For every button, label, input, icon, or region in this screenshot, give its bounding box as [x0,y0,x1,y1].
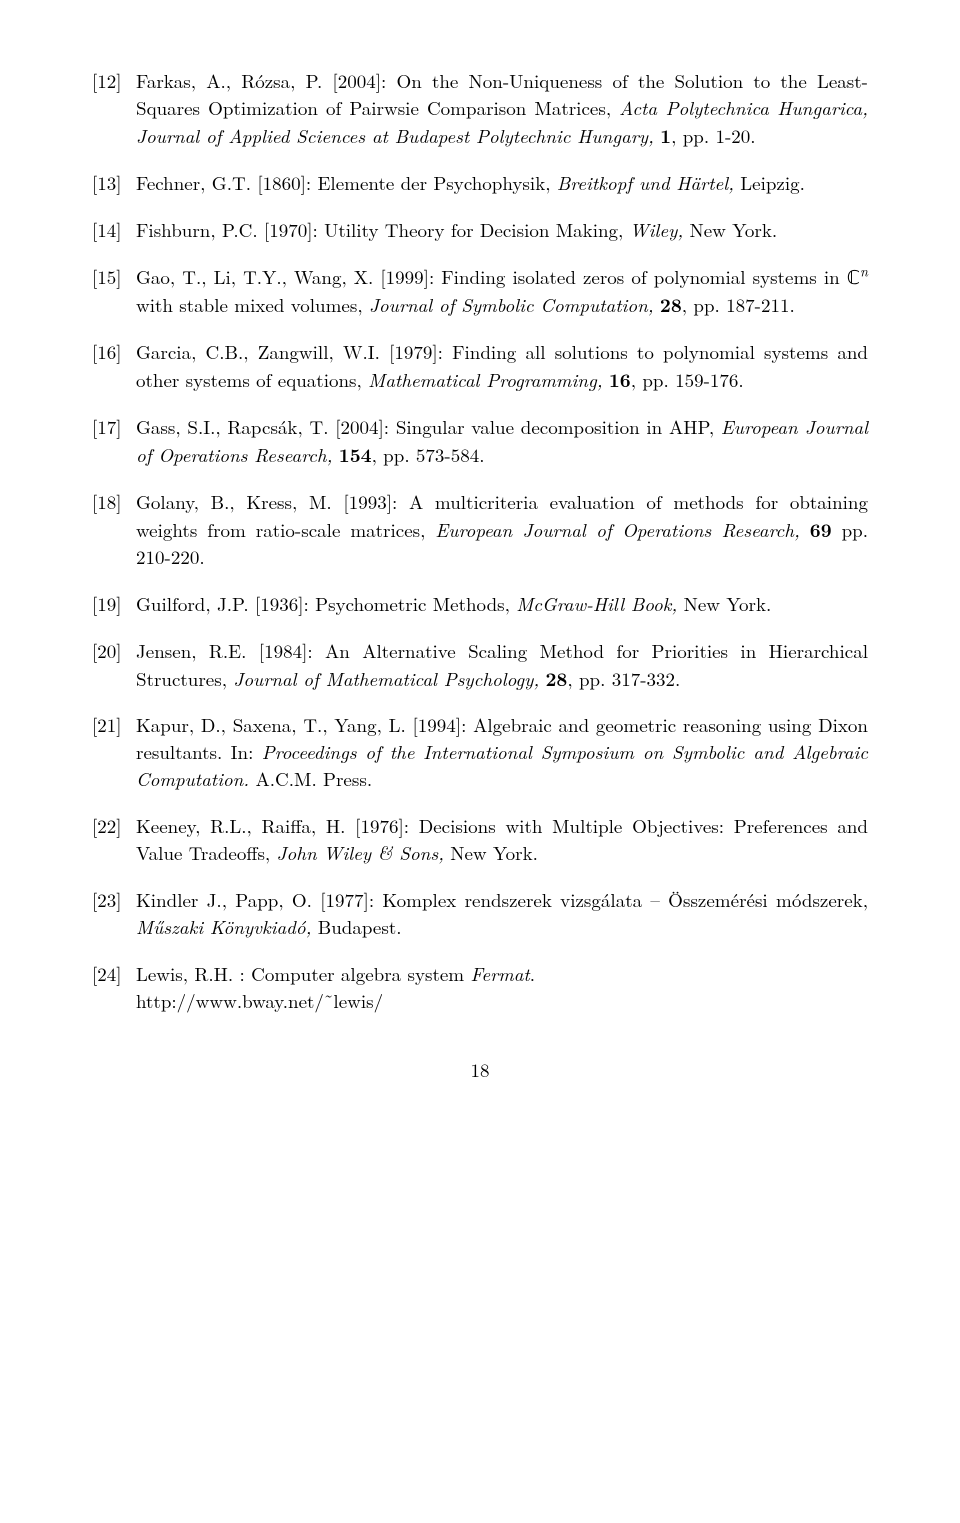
reference-text: Fechner, G.T. [1860]: Elemente der Psych… [136,170,868,197]
reference-item: [20]Jensen, R.E. [1984]: An Alternative … [92,638,868,693]
reference-item: [23]Kindler J., Papp, O. [1977]: Komplex… [92,887,868,941]
reference-number: [18] [92,489,136,571]
reference-item: [13]Fechner, G.T. [1860]: Elemente der P… [92,170,868,197]
reference-item: [19]Guilford, J.P. [1936]: Psychometric … [92,591,868,618]
reference-number: [22] [92,813,136,867]
reference-text: Kapur, D., Saxena, T., Yang, L. [1994]: … [136,712,868,793]
reference-item: [22]Keeney, R.L., Raiffa, H. [1976]: Dec… [92,813,868,867]
reference-text: Gao, T., Li, T.Y., Wang, X. [1999]: Find… [136,264,868,319]
reference-number: [13] [92,170,136,197]
reference-text: Gass, S.I., Rapcsák, T. [2004]: Singular… [136,414,868,469]
reference-item: [21]Kapur, D., Saxena, T., Yang, L. [199… [92,712,868,793]
reference-item: [24]Lewis, R.H. : Computer algebra syste… [92,961,868,1015]
reference-list: [12]Farkas, A., Rózsa, P. [2004]: On the… [92,68,868,1015]
reference-number: [16] [92,339,136,394]
reference-text: Jensen, R.E. [1984]: An Alternative Scal… [136,638,868,693]
reference-item: [14]Fishburn, P.C. [1970]: Utility Theor… [92,217,868,244]
reference-item: [12]Farkas, A., Rózsa, P. [2004]: On the… [92,68,868,150]
reference-text: Kindler J., Papp, O. [1977]: Komplex ren… [136,887,868,941]
reference-item: [17]Gass, S.I., Rapcsák, T. [2004]: Sing… [92,414,868,469]
reference-text: Fishburn, P.C. [1970]: Utility Theory fo… [136,217,868,244]
reference-number: [21] [92,712,136,793]
reference-item: [15]Gao, T., Li, T.Y., Wang, X. [1999]: … [92,264,868,319]
reference-number: [24] [92,961,136,1015]
reference-number: [14] [92,217,136,244]
reference-number: [23] [92,887,136,941]
reference-number: [19] [92,591,136,618]
reference-number: [20] [92,638,136,693]
reference-text: Golany, B., Kress, M. [1993]: A multicri… [136,489,868,571]
page-number: 18 [92,1057,868,1084]
reference-number: [17] [92,414,136,469]
reference-text: Guilford, J.P. [1936]: Psychometric Meth… [136,591,868,618]
reference-item: [16]Garcia, C.B., Zangwill, W.I. [1979]:… [92,339,868,394]
reference-item: [18]Golany, B., Kress, M. [1993]: A mult… [92,489,868,571]
reference-text: Farkas, A., Rózsa, P. [2004]: On the Non… [136,68,868,150]
reference-number: [15] [92,264,136,319]
reference-number: [12] [92,68,136,150]
reference-text: Garcia, C.B., Zangwill, W.I. [1979]: Fin… [136,339,868,394]
reference-text: Keeney, R.L., Raiffa, H. [1976]: Decisio… [136,813,868,867]
reference-text: Lewis, R.H. : Computer algebra system Fe… [136,961,868,1015]
